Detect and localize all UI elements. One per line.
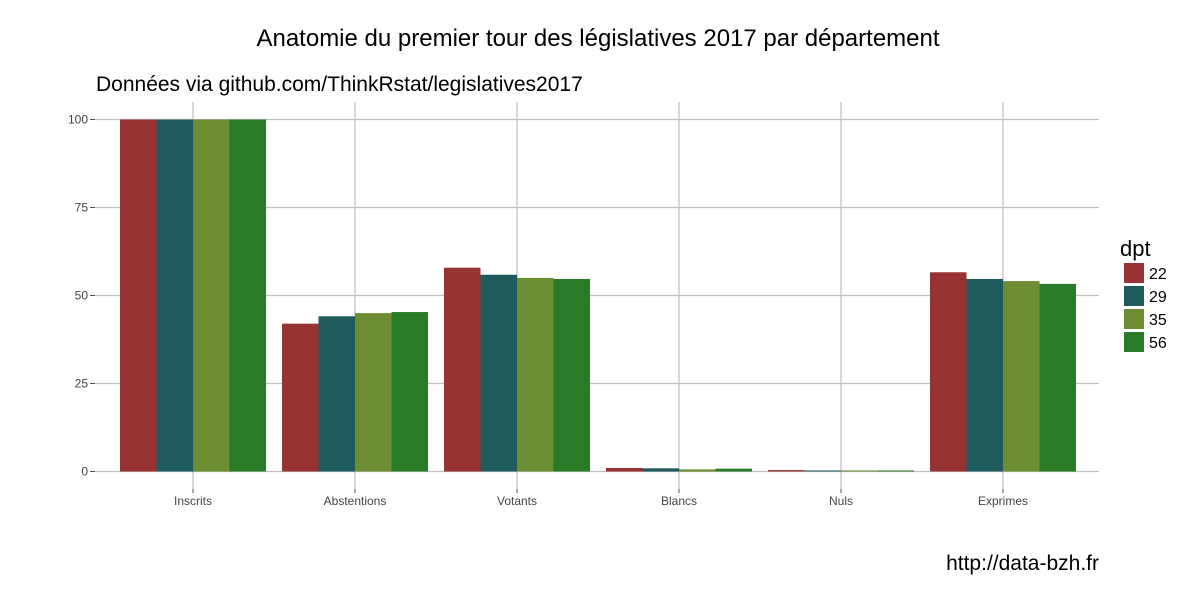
bar-22 [768, 470, 805, 472]
chart-subtitle: Données via github.com/ThinkRstat/legisl… [96, 73, 583, 96]
bar-29 [480, 274, 517, 472]
legend-label-29: 29 [1149, 289, 1167, 306]
legend-label-56: 56 [1149, 335, 1167, 352]
legend: dpt 22 29 35 56 [1120, 236, 1167, 352]
bar-35 [517, 277, 554, 472]
x-tick-label: Votants [497, 494, 537, 508]
bar-29 [318, 316, 355, 472]
bar-56 [229, 119, 266, 472]
y-tick-label: 100 [68, 113, 88, 127]
chart-title: Anatomie du premier tour des législative… [256, 25, 939, 52]
bar-56 [877, 470, 914, 472]
y-tick-label: 75 [75, 201, 89, 215]
legend-title: dpt [1120, 236, 1151, 261]
chart-caption: http://data-bzh.fr [946, 552, 1099, 575]
bar-29 [642, 468, 679, 472]
bar-56 [553, 278, 590, 472]
legend-swatch-35 [1124, 309, 1144, 329]
legend-label-22: 22 [1149, 266, 1167, 283]
legend-label-35: 35 [1149, 312, 1167, 329]
x-tick-label: Nuls [829, 494, 853, 508]
x-tick-label: Exprimes [978, 494, 1028, 508]
bar-35 [1003, 281, 1040, 472]
bar-35 [841, 470, 878, 472]
bar-35 [355, 313, 392, 472]
bar-56 [1039, 283, 1076, 472]
bar-22 [930, 272, 967, 472]
bar-56 [391, 312, 428, 472]
bar-22 [606, 467, 643, 472]
bar-22 [444, 267, 481, 472]
y-tick-label: 25 [75, 377, 89, 391]
bar-22 [120, 119, 157, 472]
bar-29 [966, 278, 1003, 472]
x-tick-label: Blancs [661, 494, 697, 508]
legend-swatch-56 [1124, 332, 1144, 352]
x-tick-label: Inscrits [174, 494, 212, 508]
y-tick-label: 0 [81, 465, 88, 479]
y-axis: 0 25 50 75 100 [68, 113, 95, 479]
bar-29 [156, 119, 193, 472]
bars [120, 119, 1076, 472]
legend-swatch-29 [1124, 286, 1144, 306]
bar-22 [282, 323, 319, 472]
bar-35 [679, 469, 716, 472]
bar-56 [715, 468, 752, 472]
x-tick-label: Abstentions [324, 494, 387, 508]
bar-35 [193, 119, 230, 472]
legend-swatch-22 [1124, 263, 1144, 283]
bar-29 [804, 470, 841, 472]
x-axis: Inscrits Abstentions Votants Blancs Nuls Expr… [174, 489, 1028, 508]
y-tick-label: 50 [75, 289, 89, 303]
